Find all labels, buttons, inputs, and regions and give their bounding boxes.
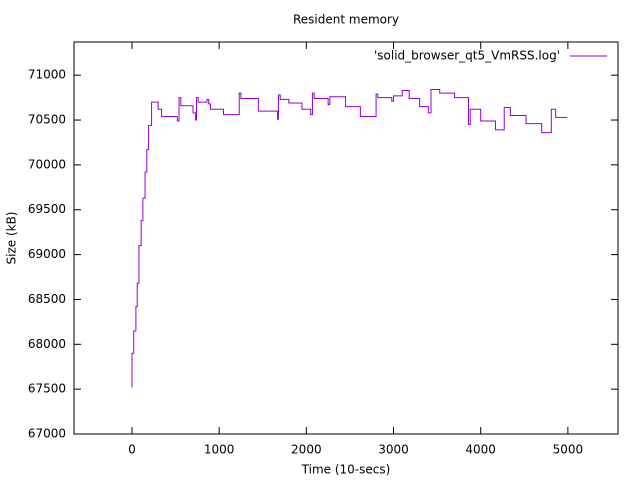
x-tick-label: 2000 <box>291 443 322 457</box>
chart-title: Resident memory <box>293 13 399 27</box>
y-axis-label: Size (kB) <box>5 212 19 265</box>
y-tick-label: 67000 <box>28 427 66 441</box>
x-axis-label: Time (10-secs) <box>301 463 391 477</box>
y-tick-label: 70000 <box>28 157 66 171</box>
y-tick-label: 68500 <box>28 292 66 306</box>
y-tick-label: 69000 <box>28 247 66 261</box>
legend-label: 'solid_browser_qt5_VmRSS.log' <box>374 49 560 63</box>
x-tick-label: 3000 <box>378 443 409 457</box>
y-tick-label: 69500 <box>28 202 66 216</box>
x-tick-label: 0 <box>128 443 136 457</box>
x-tick-label: 4000 <box>465 443 496 457</box>
x-tick-label: 1000 <box>204 443 235 457</box>
y-tick-label: 71000 <box>28 68 66 82</box>
data-line <box>131 89 567 388</box>
plot-frame <box>73 41 619 435</box>
x-tick-label: 5000 <box>553 443 584 457</box>
y-tick-label: 67500 <box>28 382 66 396</box>
y-tick-label: 70500 <box>28 113 66 127</box>
y-tick-label: 68000 <box>28 337 66 351</box>
